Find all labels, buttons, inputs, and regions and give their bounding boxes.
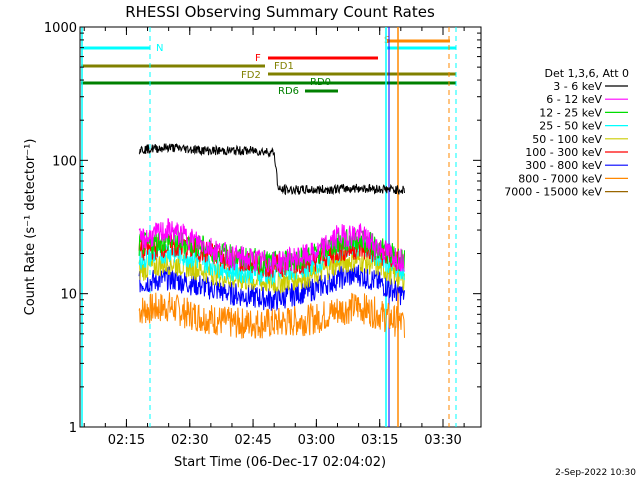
vertical-markers	[81, 27, 457, 427]
x-tick-label-3: 03:00	[298, 433, 335, 448]
x-axis-label: Start Time (06-Dec-17 02:04:02)	[174, 455, 386, 470]
y-tick-label-3: 1000	[44, 21, 77, 36]
series-line-2	[138, 218, 405, 275]
timestamp: 2-Sep-2022 10:30	[555, 468, 636, 478]
legend-label-3: 12 - 25 keV	[539, 106, 602, 119]
legend-label-6: 100 - 300 keV	[525, 146, 602, 159]
x-tick-label-5: 03:30	[424, 433, 461, 448]
x-tick-label-4: 03:15	[361, 433, 398, 448]
label-rd0: RD0	[310, 77, 331, 88]
legend-label-4: 25 - 50 keV	[539, 120, 602, 133]
legend-label-9: 7000 - 15000 keV	[504, 186, 602, 199]
legend-title: Det 1,3,6, Att 0	[545, 67, 629, 80]
series-layer	[138, 143, 405, 339]
label-n: N	[156, 43, 163, 54]
legend-label-8: 800 - 7000 keV	[518, 172, 602, 185]
series-line-1	[138, 143, 405, 196]
axes-layer: 02:15 02:30 02:45 03:00 03:15 03:30 1 10 100 1000	[44, 21, 481, 448]
x-tick-label-0: 02:15	[108, 433, 145, 448]
series-line-8	[138, 292, 405, 339]
plot-frame	[79, 26, 482, 428]
x-tick-label-1: 02:30	[171, 433, 208, 448]
label-fd2: FD2	[241, 70, 261, 81]
legend-label-2: 6 - 12 keV	[546, 93, 602, 106]
label-fd1: FD1	[274, 61, 294, 72]
y-tick-label-0: 1	[69, 421, 77, 436]
label-f: F	[255, 53, 261, 64]
state-bars: N S F FD1 FD2 RD0 RD6	[81, 35, 456, 97]
legend-label-1: 3 - 6 keV	[553, 80, 602, 93]
legend-label-7: 300 - 800 keV	[525, 159, 602, 172]
series-line-7	[138, 264, 405, 312]
y-tick-label-2: 100	[52, 154, 77, 169]
y-tick-label-1: 10	[60, 288, 77, 303]
y-axis-label: Count Rate (s⁻¹ detector⁻¹)	[23, 139, 38, 316]
label-s: S	[384, 35, 390, 46]
label-rd6: RD6	[278, 86, 299, 97]
chart-title: RHESSI Observing Summary Count Rates	[125, 3, 435, 21]
legend-label-5: 50 - 100 keV	[532, 133, 602, 146]
x-tick-label-2: 02:45	[234, 433, 271, 448]
